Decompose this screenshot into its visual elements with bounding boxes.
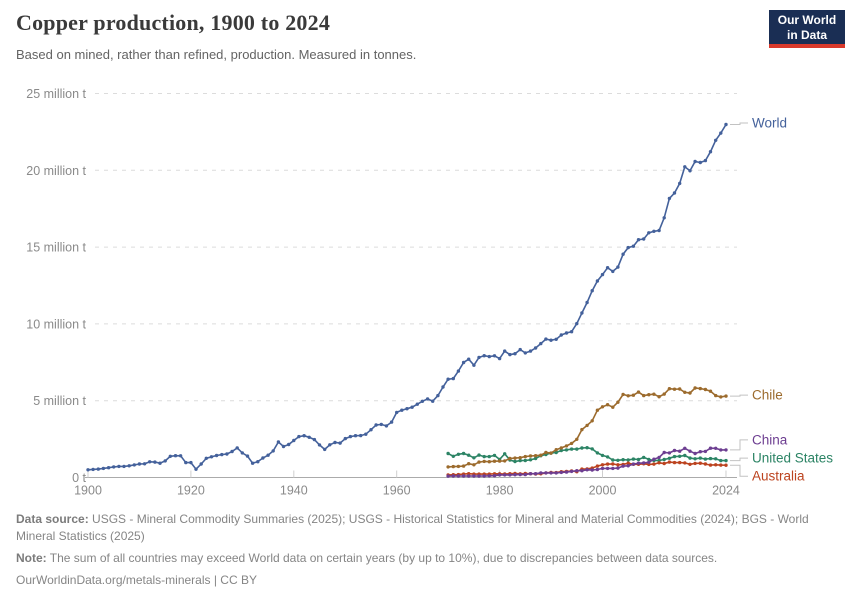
x-tick-label: 2024 [712,484,740,498]
label-connector-united-states [729,457,748,462]
series-label-china[interactable]: China [752,432,788,447]
note-label: Note: [16,551,47,565]
x-tick-label: 1900 [74,484,102,498]
y-tick-label: 0 t [72,471,86,485]
series-dots-chile [446,386,728,469]
y-tick-label: 10 million t [26,317,86,331]
label-connector-world [729,122,748,126]
y-tick-label: 20 million t [26,164,86,178]
y-tick-label: 25 million t [26,87,86,101]
page-title: Copper production, 1900 to 2024 [16,10,331,35]
label-connector-china [729,439,748,451]
y-tick-label: 15 million t [26,241,86,255]
series-dots-world [86,122,728,472]
chart-subtitle: Based on mined, rather than refined, pro… [16,47,417,62]
x-tick-label: 1940 [280,484,308,498]
note-text: The sum of all countries may exceed Worl… [49,551,718,565]
x-tick-label: 1980 [486,484,514,498]
series-label-chile[interactable]: Chile [752,388,783,403]
license-line[interactable]: OurWorldinData.org/metals-minerals | CC … [16,573,257,587]
y-tick-label: 5 million t [33,394,86,408]
series-dots-united-states [446,446,728,464]
x-tick-label: 1920 [177,484,205,498]
x-tick-label: 1960 [383,484,411,498]
line-chart-canvas: 0 t 5 million t 10 million t 15 million t 20… [26,87,833,498]
series-line-world[interactable] [87,124,727,471]
series-label-world[interactable]: World [752,116,787,131]
label-connector-chile [729,394,748,397]
label-connector-australia [729,464,748,477]
owid-logo[interactable]: Our World in Data [769,10,845,48]
note-line: Note: The sum of all countries may excee… [16,550,838,567]
series-label-australia[interactable]: Australia [752,469,805,484]
data-source-label: Data source: [16,512,89,526]
chart-footer: Data source: USGS - Mineral Commodity Su… [16,511,838,594]
owid-logo-line2: in Data [786,27,827,42]
series-dots-china [446,446,728,478]
owid-logo-line1: Our World [777,13,837,27]
data-source-line: Data source: USGS - Mineral Commodity Su… [16,511,838,545]
data-source-text: USGS - Mineral Commodity Summaries (2025… [16,512,809,543]
series-label-united-states[interactable]: United States [752,451,833,466]
x-tick-label: 2000 [589,484,617,498]
